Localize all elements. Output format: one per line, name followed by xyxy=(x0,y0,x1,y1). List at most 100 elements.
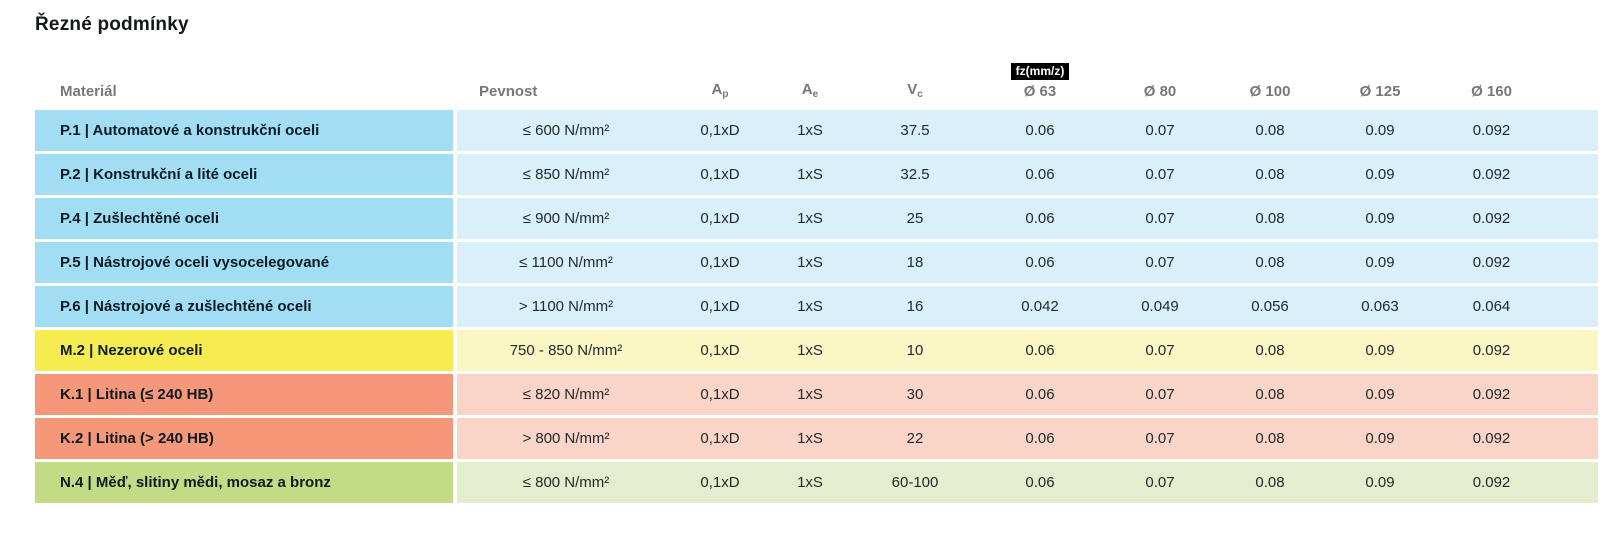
fz-80-cell: 0.07 xyxy=(1105,198,1215,242)
column-header-material: Materiál xyxy=(60,83,117,100)
column-header-ae: Ae xyxy=(765,52,855,110)
vc-cell: 10 xyxy=(855,330,975,374)
fz-160-cell: 0.092 xyxy=(1435,330,1598,374)
ae-cell: 1xS xyxy=(765,330,855,374)
fz-125-cell: 0.09 xyxy=(1325,110,1435,154)
fz-63-cell: 0.06 xyxy=(975,418,1105,462)
ap-cell: 0,1xD xyxy=(675,286,765,330)
column-header-pevnost: Pevnost xyxy=(479,83,538,100)
table-row-p6: P.6 | Nástrojové a zušlechtěné oceli > 1… xyxy=(35,286,1598,330)
table-row-m2: M.2 | Nezerové oceli 750 - 850 N/mm² 0,1… xyxy=(35,330,1598,374)
table-row-p1: P.1 | Automatové a konstrukční oceli ≤ 6… xyxy=(35,110,1598,154)
fz-125-cell: 0.09 xyxy=(1325,242,1435,286)
fz-160-cell: 0.092 xyxy=(1435,374,1598,418)
column-header-ap: Ap xyxy=(675,52,765,110)
table-row-p4: P.4 | Zušlechtěné oceli ≤ 900 N/mm² 0,1x… xyxy=(35,198,1598,242)
fz-63-cell: 0.06 xyxy=(975,242,1105,286)
column-header-diameter-100: Ø 100 xyxy=(1249,83,1291,100)
fz-125-cell: 0.09 xyxy=(1325,330,1435,374)
cutting-conditions-table: Materiál Pevnost Ap Ae Vc fz(mm/z) Ø 63 … xyxy=(35,52,1598,506)
fz-80-cell: 0.07 xyxy=(1105,374,1215,418)
header-row: Materiál Pevnost Ap Ae Vc fz(mm/z) Ø 63 … xyxy=(35,52,1598,110)
fz-125-cell: 0.09 xyxy=(1325,462,1435,506)
pevnost-cell: > 1100 N/mm² xyxy=(457,286,675,330)
ap-cell: 0,1xD xyxy=(675,110,765,154)
fz-125-cell: 0.09 xyxy=(1325,418,1435,462)
fz-80-cell: 0.07 xyxy=(1105,154,1215,198)
column-header-diameter-80: Ø 80 xyxy=(1143,83,1177,100)
ae-cell: 1xS xyxy=(765,418,855,462)
fz-80-cell: 0.07 xyxy=(1105,462,1215,506)
fz-100-cell: 0.08 xyxy=(1215,462,1325,506)
fz-80-cell: 0.07 xyxy=(1105,242,1215,286)
fz-160-cell: 0.092 xyxy=(1435,154,1598,198)
pevnost-cell: ≤ 600 N/mm² xyxy=(457,110,675,154)
fz-63-cell: 0.06 xyxy=(975,374,1105,418)
fz-100-cell: 0.08 xyxy=(1215,154,1325,198)
ae-cell: 1xS xyxy=(765,242,855,286)
fz-160-cell: 0.092 xyxy=(1435,418,1598,462)
material-cell: P.6 | Nástrojové a zušlechtěné oceli xyxy=(35,286,457,330)
ae-cell: 1xS xyxy=(765,286,855,330)
ae-symbol: A xyxy=(801,81,813,98)
vc-subscript: c xyxy=(917,89,923,100)
pevnost-cell: ≤ 800 N/mm² xyxy=(457,462,675,506)
ae-cell: 1xS xyxy=(765,154,855,198)
ap-cell: 0,1xD xyxy=(675,462,765,506)
table-row-p5: P.5 | Nástrojové oceli vysocelegované ≤ … xyxy=(35,242,1598,286)
material-cell: P.2 | Konstrukční a lité oceli xyxy=(35,154,457,198)
fz-100-cell: 0.08 xyxy=(1215,330,1325,374)
fz-125-cell: 0.09 xyxy=(1325,198,1435,242)
fz-63-cell: 0.042 xyxy=(975,286,1105,330)
table-row-k2: K.2 | Litina (> 240 HB) > 800 N/mm² 0,1x… xyxy=(35,418,1598,462)
column-header-diameter-63: fz(mm/z) Ø 63 xyxy=(975,52,1105,110)
material-cell: P.1 | Automatové a konstrukční oceli xyxy=(35,110,457,154)
ae-cell: 1xS xyxy=(765,110,855,154)
pevnost-cell: 750 - 850 N/mm² xyxy=(457,330,675,374)
fz-160-cell: 0.092 xyxy=(1435,462,1598,506)
page-title: Řezné podmínky xyxy=(35,14,189,35)
pevnost-cell: ≤ 1100 N/mm² xyxy=(457,242,675,286)
ap-symbol: A xyxy=(711,81,723,98)
column-header-diameter-160: Ø 160 xyxy=(1471,83,1512,100)
vc-cell: 18 xyxy=(855,242,975,286)
fz-160-cell: 0.092 xyxy=(1435,198,1598,242)
material-cell: P.5 | Nástrojové oceli vysocelegované xyxy=(35,242,457,286)
ap-cell: 0,1xD xyxy=(675,242,765,286)
ae-cell: 1xS xyxy=(765,462,855,506)
ap-cell: 0,1xD xyxy=(675,374,765,418)
fz-63-cell: 0.06 xyxy=(975,110,1105,154)
vc-cell: 32.5 xyxy=(855,154,975,198)
table-row-p2: P.2 | Konstrukční a lité oceli ≤ 850 N/m… xyxy=(35,154,1598,198)
column-header-diameter-125: Ø 125 xyxy=(1359,83,1401,100)
pevnost-cell: > 800 N/mm² xyxy=(457,418,675,462)
fz-80-cell: 0.049 xyxy=(1105,286,1215,330)
material-cell: P.4 | Zušlechtěné oceli xyxy=(35,198,457,242)
fz-100-cell: 0.056 xyxy=(1215,286,1325,330)
fz-80-cell: 0.07 xyxy=(1105,418,1215,462)
fz-unit-badge: fz(mm/z) xyxy=(1010,63,1070,80)
vc-cell: 30 xyxy=(855,374,975,418)
fz-100-cell: 0.08 xyxy=(1215,242,1325,286)
pevnost-cell: ≤ 850 N/mm² xyxy=(457,154,675,198)
fz-125-cell: 0.063 xyxy=(1325,286,1435,330)
fz-100-cell: 0.08 xyxy=(1215,418,1325,462)
column-header-vc: Vc xyxy=(855,52,975,110)
vc-cell: 37.5 xyxy=(855,110,975,154)
fz-160-cell: 0.092 xyxy=(1435,110,1598,154)
fz-80-cell: 0.07 xyxy=(1105,110,1215,154)
ap-subscript: p xyxy=(722,89,729,100)
ap-cell: 0,1xD xyxy=(675,154,765,198)
vc-symbol: V xyxy=(907,81,918,98)
material-cell: K.1 | Litina (≤ 240 HB) xyxy=(35,374,457,418)
vc-cell: 16 xyxy=(855,286,975,330)
ap-cell: 0,1xD xyxy=(675,418,765,462)
fz-125-cell: 0.09 xyxy=(1325,374,1435,418)
material-cell: N.4 | Měď, slitiny mědi, mosaz a bronz xyxy=(35,462,457,506)
fz-63-cell: 0.06 xyxy=(975,154,1105,198)
vc-cell: 22 xyxy=(855,418,975,462)
vc-cell: 60-100 xyxy=(855,462,975,506)
material-cell: M.2 | Nezerové oceli xyxy=(35,330,457,374)
table-row-n4: N.4 | Měď, slitiny mědi, mosaz a bronz ≤… xyxy=(35,462,1598,506)
vc-cell: 25 xyxy=(855,198,975,242)
